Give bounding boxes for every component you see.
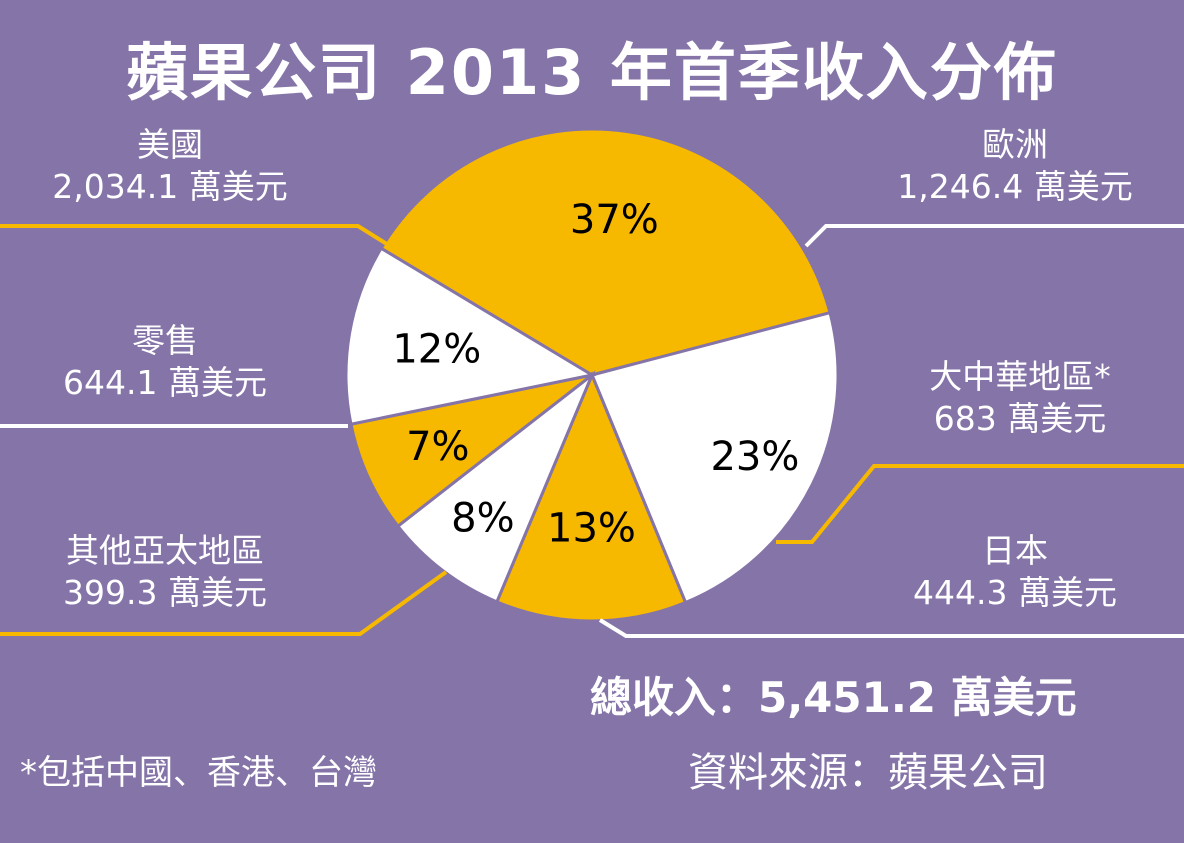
label-retail: 零售 644.1 萬美元 [20,320,310,404]
label-other-apac-name: 其他亞太地區 [66,531,264,570]
pie-slice-greater-china [494,371,688,623]
leader-line-greater-china [776,464,1184,544]
leader-line-europe [804,224,1184,248]
chart-title: 蘋果公司 2013 年首季收入分佈 [126,36,1058,109]
label-japan-name: 日本 [982,531,1048,570]
label-greater-china-value: 683 萬美元 [933,399,1107,438]
pie-slice-usa [379,127,832,377]
total-revenue: 總收入：5,451.2 萬美元 [590,673,1077,722]
label-usa: 美國 2,034.1 萬美元 [20,124,320,208]
pie-slice-japan [395,370,596,604]
percent-label-japan: 8% [451,496,514,542]
footnote: *包括中國、香港、台灣 [20,753,377,793]
label-other-apac-value: 399.3 萬美元 [63,573,267,612]
pie-slice-retail [344,246,597,426]
source-note: 資料來源：蘋果公司 [688,750,1048,796]
leader-line-japan [598,618,1184,638]
label-usa-name: 美國 [137,125,203,164]
percent-label-europe: 23% [710,434,799,480]
leader-line-usa [0,224,392,248]
label-europe-value: 1,246.4 萬美元 [897,167,1133,206]
label-usa-value: 2,034.1 萬美元 [52,167,288,206]
label-other-apac: 其他亞太地區 399.3 萬美元 [20,530,310,614]
percent-label-retail: 12% [392,326,481,372]
percent-label-usa: 37% [570,197,659,243]
label-europe-name: 歐洲 [982,125,1048,164]
label-europe: 歐洲 1,246.4 萬美元 [860,124,1170,208]
label-retail-name: 零售 [132,321,198,360]
label-retail-value: 644.1 萬美元 [63,363,267,402]
label-greater-china: 大中華地區* 683 萬美元 [880,356,1160,440]
percent-label-greater-china: 13% [547,506,636,552]
pie-slice-europe [589,310,840,605]
leader-line-other-apac [0,570,448,636]
percent-label-other-apac: 7% [406,424,469,470]
label-greater-china-name: 大中華地區* [929,357,1111,396]
label-japan-value: 444.3 萬美元 [913,573,1117,612]
label-japan: 日本 444.3 萬美元 [870,530,1160,614]
